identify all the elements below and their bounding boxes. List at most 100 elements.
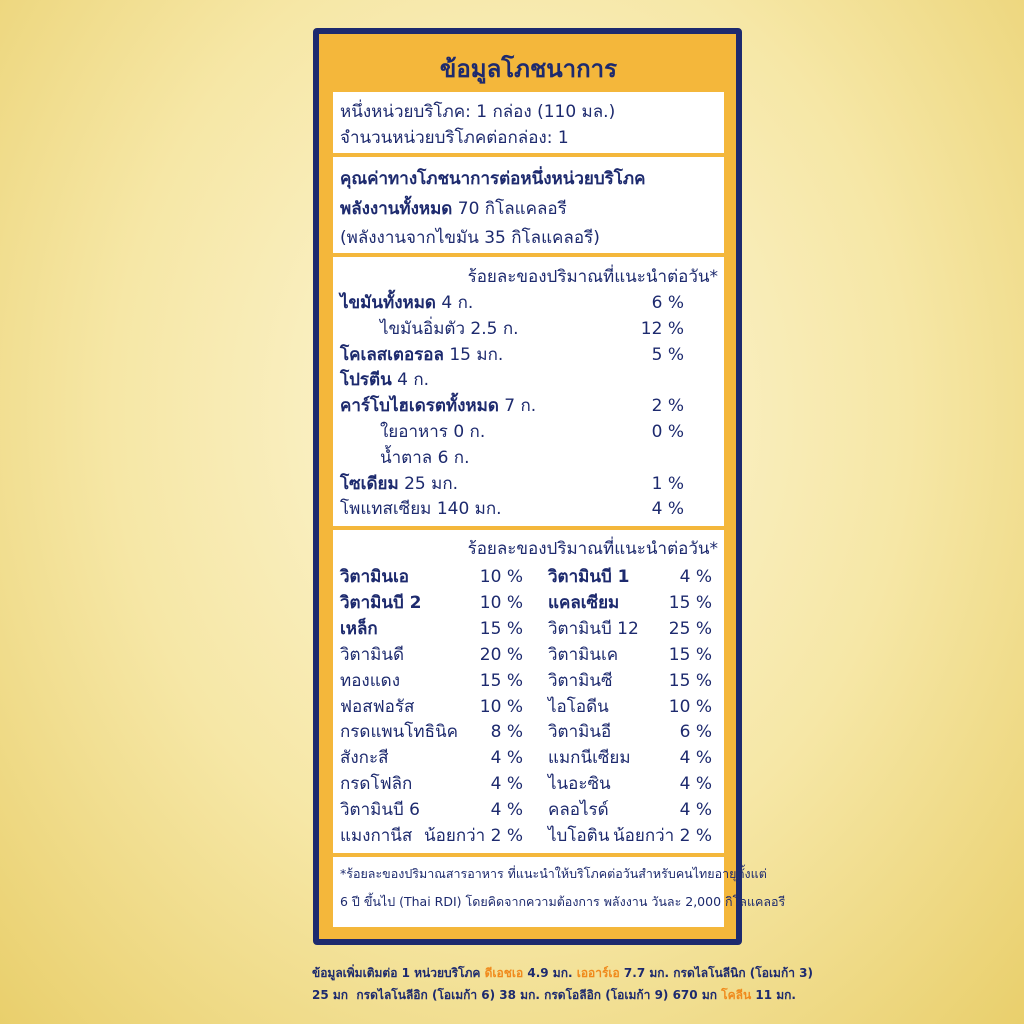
vitamin-name: ฟอสฟอรัส <box>340 696 415 717</box>
vitamin-percent: 10 % <box>668 696 712 717</box>
extra-line: 25 มก กรดไลโนลีอิก (โอเมก้า 6) 38 มก. กร… <box>312 984 813 1006</box>
nutrient-row: คาร์โบไฮเดรตทั้งหมด 7 ก. <box>340 395 536 417</box>
nutrient-row: ไขมันอิ่มตัว 2.5 ก. <box>380 318 519 340</box>
divider <box>333 153 724 157</box>
vitamin-percent: 4 % <box>679 800 712 821</box>
label-panel <box>333 47 724 927</box>
nutrient-name: โปรตีน <box>340 370 392 391</box>
vitamin-percent: 4 % <box>490 774 523 795</box>
vitamin-name: คลอไรด์ <box>548 800 609 821</box>
vitamin-name: วิตามินบี 2 <box>340 592 422 613</box>
vitamin-percent: 15 % <box>668 670 712 691</box>
nutrient-row: ไขมันทั้งหมด 4 ก. <box>340 292 473 314</box>
nutrient-percent: 4 % <box>651 499 684 520</box>
vitamin-name: กรดโฟลิก <box>340 774 413 795</box>
energy-heading: คุณค่าทางโภชนาการต่อหนึ่งหน่วยบริโภค <box>340 169 646 189</box>
vitamin-name: วิตามินอี <box>548 722 612 743</box>
nutrient-amount: 140 มก. <box>436 499 502 520</box>
vitamin-name: แมงกานีส <box>340 826 413 846</box>
vitamin-name: กรดแพนโทธินิค <box>340 722 458 743</box>
extra-segment: ดีเอชเอ <box>484 966 524 980</box>
nutrient-amount: 25 มก. <box>404 473 459 494</box>
vitamin-percent: น้อยกว่า 2 % <box>613 826 712 846</box>
vitamin-name: วิตามินดี <box>340 644 404 665</box>
extra-segment: โคลีน <box>721 988 752 1002</box>
divider <box>333 853 724 857</box>
extra-segment: 11 มก. <box>751 988 796 1002</box>
footnote-line: *ร้อยละของปริมาณสารอาหาร ที่แนะนำให้บริโ… <box>340 866 767 881</box>
extra-segment: ข้อมูลเพิ่มเติมต่อ 1 หน่วยบริโภค <box>312 966 485 980</box>
vitamin-percent: 15 % <box>479 670 523 691</box>
footnote: *ร้อยละของปริมาณสารอาหาร ที่แนะนำให้บริโ… <box>340 860 786 916</box>
energy-value: 70 กิโลแคลอรี <box>457 199 567 219</box>
nutrient-percent: 5 % <box>651 344 684 365</box>
extra-segment: 4.9 มก. <box>523 966 577 980</box>
nutrient-row: ใยอาหาร 0 ก. <box>380 421 485 443</box>
extra-segment: เออาร์เอ <box>576 966 620 980</box>
nutrient-percent: 2 % <box>651 396 684 417</box>
vitamin-percent: 4 % <box>679 567 712 587</box>
vitamin-name: วิตามินบี 1 <box>548 567 630 587</box>
vitamin-percent: 4 % <box>490 748 523 769</box>
nutrient-name: โคเลสเตอรอล <box>340 344 444 365</box>
nutrient-row: โซเดียม 25 มก. <box>340 473 458 495</box>
vitamin-percent: 4 % <box>490 800 523 821</box>
vitamin-percent: 20 % <box>479 644 523 665</box>
servings-per-box: จำนวนหน่วยบริโภคต่อกล่อง: 1 <box>340 128 569 148</box>
divider <box>333 526 724 530</box>
vitamin-percent: น้อยกว่า 2 % <box>424 826 523 846</box>
vitamin-name: ไอโอดีน <box>548 696 609 717</box>
title: ข้อมูลโภชนาการ <box>439 55 618 83</box>
nutrient-row: โคเลสเตอรอล 15 มก. <box>340 344 503 366</box>
vitamin-name: ไนอะซิน <box>548 774 611 795</box>
serving-size: หนึ่งหน่วยบริโภค: 1 กล่อง (110 มล.) <box>340 102 616 122</box>
nutrient-amount: 7 ก. <box>504 396 537 417</box>
nutrient-amount: 6 ก. <box>437 447 470 468</box>
nutrient-amount: 4 ก. <box>441 293 474 313</box>
vitamin-name: วิตามินบี 12 <box>548 618 639 639</box>
nutrient-name: ไขมันทั้งหมด <box>340 293 436 313</box>
vitamin-name: วิตามินเอ <box>340 567 409 587</box>
nutrient-row: โพแทสเซียม 140 มก. <box>340 498 502 520</box>
nutrient-percent: 0 % <box>651 422 684 442</box>
vitamin-percent: 6 % <box>679 722 712 743</box>
vitamin-percent: 4 % <box>679 748 712 769</box>
extra-info: ข้อมูลเพิ่มเติมต่อ 1 หน่วยบริโภค ดีเอชเอ… <box>312 962 813 1006</box>
vitamins-header: ร้อยละของปริมาณที่แนะนำต่อวัน* <box>467 539 718 559</box>
vitamin-name: สังกะสี <box>340 748 389 769</box>
vitamin-percent: 25 % <box>668 618 712 639</box>
vitamin-percent: 15 % <box>668 644 712 665</box>
energy-label: พลังงานทั้งหมด <box>340 199 453 219</box>
vitamin-percent: 15 % <box>479 618 523 639</box>
nutrient-amount: 4 ก. <box>397 370 430 391</box>
nutrient-percent: 12 % <box>640 318 684 339</box>
extra-segment: 7.7 มก. กรดไลโนลีนิก (โอเมก้า 3) <box>619 966 813 980</box>
nutrient-name: น้ำตาล <box>380 447 433 468</box>
vitamin-name: แมกนีเซียม <box>548 748 631 769</box>
fat-energy: (พลังงานจากไขมัน 35 กิโลแคลอรี) <box>340 228 600 248</box>
nutrient-percent: 6 % <box>651 293 684 313</box>
vitamin-name: ไบโอติน <box>548 826 610 846</box>
vitamin-percent: 10 % <box>479 567 523 587</box>
footnote-line: 6 ปี ขึ้นไป (Thai RDI) โดยคิดจากความต้อง… <box>340 894 786 909</box>
vitamin-percent: 4 % <box>679 774 712 795</box>
nutrient-name: โพแทสเซียม <box>340 499 432 520</box>
vitamin-name: แคลเซียม <box>548 592 620 613</box>
vitamin-name: วิตามินเค <box>548 644 619 665</box>
energy-total: พลังงานทั้งหมด 70 กิโลแคลอรี <box>340 198 567 220</box>
divider <box>333 253 724 257</box>
vitamin-name: ทองแดง <box>340 670 401 691</box>
nutrient-row: โปรตีน 4 ก. <box>340 369 429 391</box>
vitamin-name: วิตามินซี <box>548 670 613 691</box>
nutrient-percent: 1 % <box>651 473 684 494</box>
vitamin-percent: 10 % <box>479 592 523 613</box>
extra-line: ข้อมูลเพิ่มเติมต่อ 1 หน่วยบริโภค ดีเอชเอ… <box>312 962 813 984</box>
nutrient-amount: 2.5 ก. <box>470 318 519 339</box>
nutrient-name: ใยอาหาร <box>380 422 448 442</box>
nutrient-name: คาร์โบไฮเดรตทั้งหมด <box>340 396 499 417</box>
vitamin-name: เหล็ก <box>340 618 378 639</box>
nutrient-row: น้ำตาล 6 ก. <box>380 447 470 469</box>
vitamin-name: วิตามินบี 6 <box>340 800 420 821</box>
nutrient-amount: 15 มก. <box>449 344 504 365</box>
